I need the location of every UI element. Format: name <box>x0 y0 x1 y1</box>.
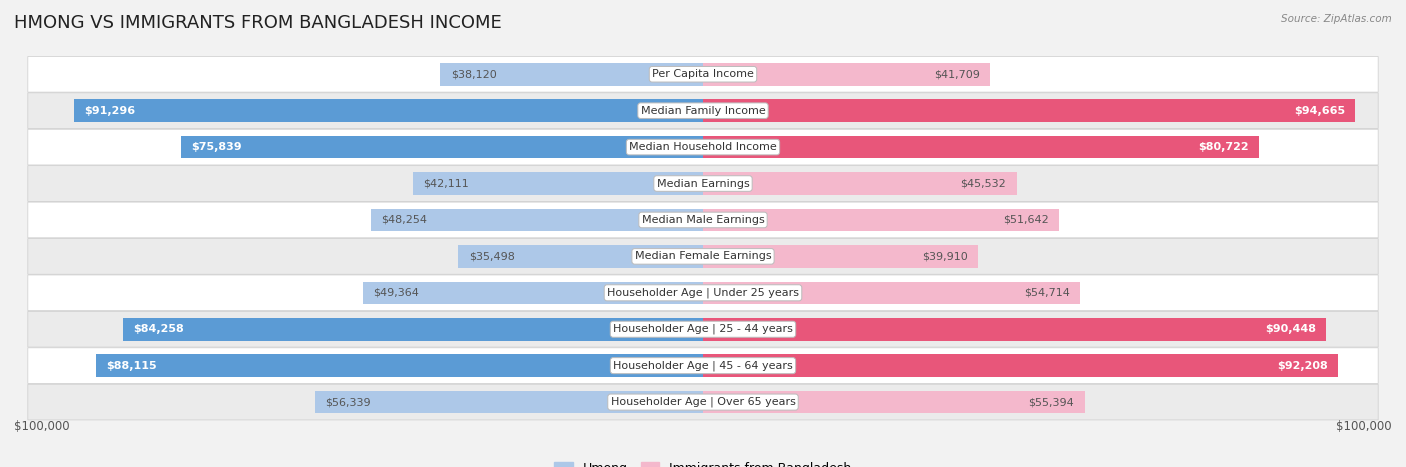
Text: $35,498: $35,498 <box>468 251 515 262</box>
FancyBboxPatch shape <box>28 202 1378 238</box>
Bar <box>122 318 703 340</box>
FancyBboxPatch shape <box>28 275 1378 311</box>
Text: $92,208: $92,208 <box>1277 361 1327 371</box>
Bar <box>371 209 703 231</box>
Bar <box>703 391 1084 413</box>
Text: $39,910: $39,910 <box>922 251 967 262</box>
Text: $48,254: $48,254 <box>381 215 427 225</box>
Legend: Hmong, Immigrants from Bangladesh: Hmong, Immigrants from Bangladesh <box>550 457 856 467</box>
Text: Median Family Income: Median Family Income <box>641 106 765 116</box>
Text: $51,642: $51,642 <box>1002 215 1049 225</box>
Bar <box>703 99 1355 122</box>
Text: Median Earnings: Median Earnings <box>657 178 749 189</box>
Text: $84,258: $84,258 <box>132 324 184 334</box>
Text: Householder Age | Over 65 years: Householder Age | Over 65 years <box>610 397 796 407</box>
Text: $54,714: $54,714 <box>1024 288 1070 298</box>
Text: $100,000: $100,000 <box>1336 420 1392 433</box>
Text: $55,394: $55,394 <box>1029 397 1074 407</box>
Text: Householder Age | 25 - 44 years: Householder Age | 25 - 44 years <box>613 324 793 334</box>
Text: $90,448: $90,448 <box>1265 324 1316 334</box>
FancyBboxPatch shape <box>28 93 1378 128</box>
Bar <box>703 245 979 268</box>
Text: $42,111: $42,111 <box>423 178 470 189</box>
FancyBboxPatch shape <box>28 384 1378 420</box>
Text: $75,839: $75,839 <box>191 142 242 152</box>
Bar <box>180 136 703 158</box>
Text: $80,722: $80,722 <box>1198 142 1249 152</box>
Bar <box>703 209 1059 231</box>
Text: Householder Age | Under 25 years: Householder Age | Under 25 years <box>607 288 799 298</box>
FancyBboxPatch shape <box>28 166 1378 201</box>
Text: HMONG VS IMMIGRANTS FROM BANGLADESH INCOME: HMONG VS IMMIGRANTS FROM BANGLADESH INCO… <box>14 14 502 32</box>
FancyBboxPatch shape <box>28 348 1378 383</box>
Text: Per Capita Income: Per Capita Income <box>652 69 754 79</box>
Text: Median Male Earnings: Median Male Earnings <box>641 215 765 225</box>
Text: $88,115: $88,115 <box>107 361 157 371</box>
Text: $100,000: $100,000 <box>14 420 70 433</box>
Bar <box>75 99 703 122</box>
FancyBboxPatch shape <box>28 57 1378 92</box>
Text: $91,296: $91,296 <box>84 106 135 116</box>
Bar <box>363 282 703 304</box>
Text: $94,665: $94,665 <box>1294 106 1346 116</box>
Bar <box>703 172 1017 195</box>
FancyBboxPatch shape <box>28 311 1378 347</box>
Bar <box>703 282 1080 304</box>
Text: $49,364: $49,364 <box>373 288 419 298</box>
Bar <box>413 172 703 195</box>
Text: Source: ZipAtlas.com: Source: ZipAtlas.com <box>1281 14 1392 24</box>
Bar <box>703 63 990 85</box>
Text: $38,120: $38,120 <box>451 69 496 79</box>
Bar <box>440 63 703 85</box>
Text: Householder Age | 45 - 64 years: Householder Age | 45 - 64 years <box>613 361 793 371</box>
Text: $45,532: $45,532 <box>960 178 1007 189</box>
Text: Median Female Earnings: Median Female Earnings <box>634 251 772 262</box>
Bar <box>96 354 703 377</box>
Bar <box>703 318 1326 340</box>
FancyBboxPatch shape <box>28 129 1378 165</box>
Bar <box>703 354 1339 377</box>
FancyBboxPatch shape <box>28 239 1378 274</box>
Bar <box>315 391 703 413</box>
Bar <box>703 136 1260 158</box>
Text: $56,339: $56,339 <box>325 397 371 407</box>
Bar <box>458 245 703 268</box>
Text: $41,709: $41,709 <box>934 69 980 79</box>
Text: Median Household Income: Median Household Income <box>628 142 778 152</box>
